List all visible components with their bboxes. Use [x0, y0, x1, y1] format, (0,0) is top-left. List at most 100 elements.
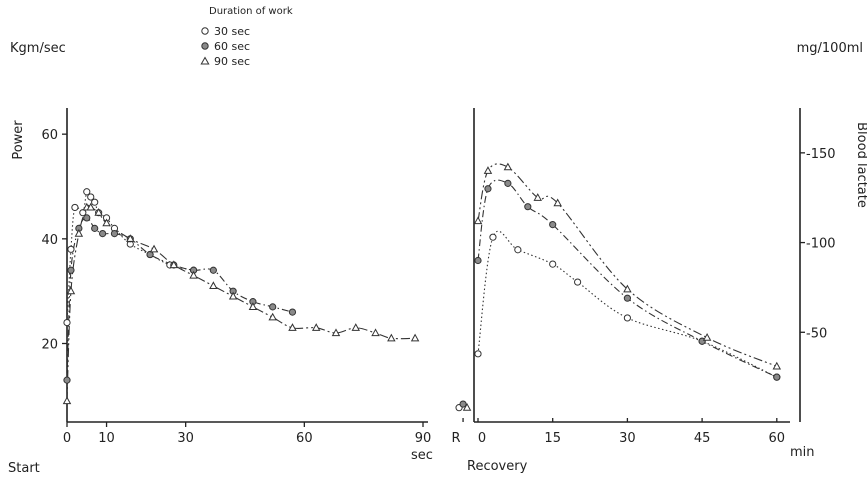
power-x-tick-label: 60 [296, 431, 313, 446]
power-point-90-sec [74, 228, 84, 237]
legend-label-60-sec: 60 sec [214, 40, 250, 53]
lactate-x-tick-label: 45 [694, 431, 711, 446]
lactate-point-60-sec [474, 256, 482, 265]
lactate-point-90-sec [503, 162, 513, 171]
lactate-start-label: Recovery [467, 459, 528, 474]
lactate-x-tick-label: 0 [478, 431, 486, 446]
legend-label-90-sec: 90 sec [214, 55, 250, 68]
lactate-x-tick-label: 60 [769, 431, 786, 446]
lactate-point-60-sec [459, 400, 467, 408]
power-marks [62, 188, 420, 405]
power-point-90-sec [268, 312, 277, 321]
legend: Duration of work 30 sec 60 sec 90 sec [200, 6, 293, 68]
lactate-curves [477, 163, 778, 378]
power-point-90-sec [351, 323, 360, 331]
lactate-curve-60-sec [477, 179, 778, 378]
lactate-point-90-sec [462, 403, 472, 411]
lactate-point-90-sec [553, 198, 562, 207]
power-y-tick-label: 60 [41, 128, 58, 143]
power-point-90-sec [94, 208, 103, 216]
power-point-90-sec [102, 218, 111, 227]
lactate-point-90-sec [702, 333, 712, 341]
lactate-point-90-sec [533, 193, 543, 201]
lactate-point-30-sec [549, 260, 557, 268]
power-curve-60-sec [66, 217, 293, 381]
power-point-30-sec [83, 188, 91, 196]
lactate-x-unit-label: min [790, 445, 815, 460]
power-point-60-sec [63, 376, 71, 384]
power-y-tick-label: 20 [41, 338, 58, 353]
power-point-30-sec [79, 209, 87, 217]
lactate-unit-label: mg/100ml [797, 41, 863, 56]
power-point-30-sec [71, 203, 79, 212]
lactate-y-tick-label: -50 [806, 326, 827, 341]
lactate-point-60-sec [504, 179, 512, 187]
power-point-90-sec [66, 286, 76, 295]
power-point-60-sec [288, 308, 297, 316]
power-point-60-sec [91, 224, 99, 232]
legend-marker-30-sec [201, 27, 209, 35]
power-curve-90-sec [66, 204, 416, 402]
power-point-60-sec [209, 266, 217, 274]
lactate-point-90-sec [623, 284, 632, 293]
power-point-90-sec [228, 291, 238, 300]
power-point-60-sec [67, 266, 75, 274]
lactate-point-60-sec [484, 185, 492, 193]
power-point-90-sec [331, 328, 341, 337]
lactate-point-90-sec [483, 166, 493, 174]
power-point-90-sec [126, 234, 135, 242]
power-x-unit-label: sec [411, 448, 433, 463]
power-point-90-sec [62, 396, 72, 405]
power-curves [66, 190, 416, 402]
power-point-90-sec [209, 281, 218, 290]
power-point-90-sec [288, 323, 297, 331]
power-curve-30-sec [66, 190, 194, 323]
power-point-90-sec [149, 244, 159, 253]
lactate-point-30-sec [574, 278, 582, 286]
power-unit-label: Kgm/sec [10, 41, 66, 56]
lactate-y-tick-label: -150 [806, 147, 836, 162]
lactate-x-tick-label: 15 [544, 431, 561, 446]
power-point-90-sec [189, 270, 198, 279]
power-point-90-sec [311, 323, 321, 331]
power-point-60-sec [99, 230, 107, 238]
power-y-axis-title: Power [11, 120, 26, 160]
legend-marker-90-sec [200, 56, 210, 65]
power-point-90-sec [86, 202, 95, 211]
power-start-label: Start [8, 461, 40, 476]
lactate-x-tick-label: 30 [619, 431, 636, 446]
lactate-point-60-sec [773, 373, 781, 381]
lactate-point-60-sec [623, 294, 632, 302]
power-point-30-sec [67, 245, 75, 253]
lactate-ticks: R 0 15 30 45 60 -50 -100 -150 [452, 147, 836, 446]
power-point-30-sec [91, 198, 99, 206]
power-point-90-sec [248, 302, 258, 310]
lactate-curve-90-sec [477, 163, 778, 367]
power-x-tick-label: 30 [177, 431, 194, 446]
lactate-point-90-sec [473, 216, 483, 225]
lactate-point-30-sec [489, 233, 497, 241]
power-point-90-sec [371, 328, 380, 337]
lactate-y-axis-title: Blood lactate [854, 122, 867, 208]
lactate-point-60-sec [549, 221, 557, 229]
power-point-60-sec [110, 230, 119, 238]
power-point-60-sec [146, 250, 154, 259]
power-chart: Kgm/sec Power sec Start 0 10 30 60 90 20 40 60 [8, 41, 433, 476]
power-y-tick-label: 40 [41, 233, 58, 248]
power-point-30-sec [63, 318, 71, 327]
power-point-60-sec [269, 303, 277, 311]
lactate-point-60-sec [524, 203, 532, 211]
lactate-marks [455, 162, 782, 412]
power-point-90-sec [169, 260, 179, 269]
power-x-tick-label: 0 [63, 431, 71, 446]
legend-title: Duration of work [209, 6, 293, 17]
lactate-point-30-sec [514, 246, 522, 254]
power-point-30-sec [87, 193, 95, 201]
power-x-tick-label: 90 [415, 431, 432, 446]
power-point-60-sec [83, 214, 91, 222]
legend-marker-60-sec [201, 42, 209, 50]
lactate-x-tick-label: R [452, 431, 461, 446]
power-point-90-sec [387, 333, 396, 342]
legend-label-30-sec: 30 sec [214, 25, 250, 38]
